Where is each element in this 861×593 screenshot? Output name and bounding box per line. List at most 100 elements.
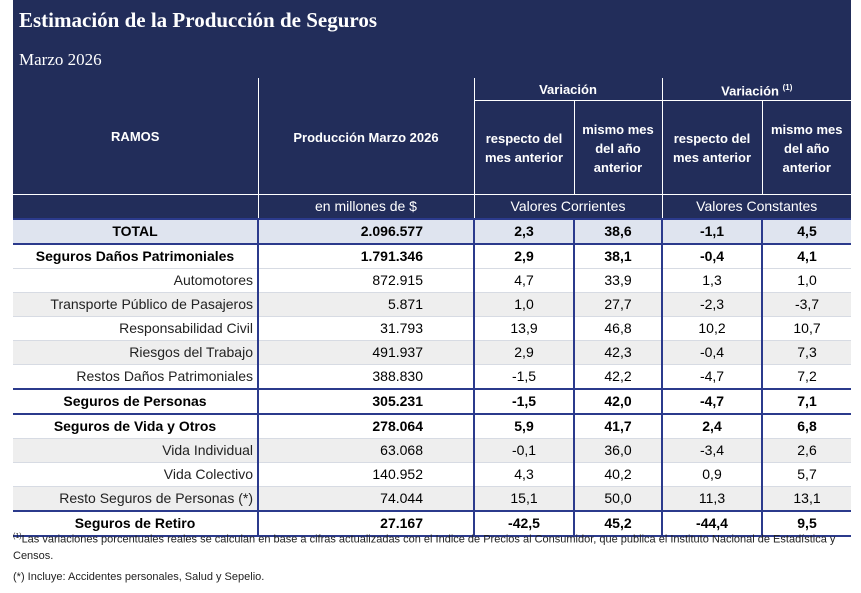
cell-produccion: 63.068 — [257, 438, 474, 463]
table-row: Transporte Público de Pasajeros 5.871 1,0 2… — [13, 292, 851, 317]
cell-var-anio: 33,9 — [573, 268, 662, 293]
cell-ramo: Automotores — [13, 268, 258, 293]
cell-cte-anio: 4,5 — [761, 217, 851, 245]
cell-produccion: 305.231 — [257, 387, 474, 415]
cell-produccion: 5.871 — [257, 292, 474, 317]
footnote-1: (1)Las variaciones porcentuales reales s… — [13, 533, 836, 562]
table-body: TOTAL 2.096.577 2,3 38,6 -1,1 4,5 Seguros Daño… — [13, 217, 851, 537]
cell-var-mes: 2,9 — [473, 340, 574, 365]
header-valores-constantes: Valores Constantes — [661, 194, 851, 219]
cell-produccion: 31.793 — [257, 316, 474, 341]
cell-cte-mes: -3,4 — [661, 438, 762, 463]
table-row: Seguros de Retiro 27.167 -42,5 45,2 -44,4 9,5 — [13, 509, 851, 537]
cell-var-mes: 15,1 — [473, 486, 574, 512]
cell-ramo: Vida Individual — [13, 438, 258, 463]
header-ramos-blank — [13, 194, 258, 219]
header-corr-mes-anterior: respecto del mes anterior — [473, 100, 574, 195]
header-variacion-corrientes: Variación — [473, 78, 662, 102]
table-row: Restos Daños Patrimoniales 388.830 -1,5 42,… — [13, 364, 851, 390]
cell-var-mes: 4,7 — [473, 268, 574, 293]
cell-var-mes: -0,1 — [473, 438, 574, 463]
cell-produccion: 140.952 — [257, 462, 474, 487]
cell-cte-mes: -4,7 — [661, 364, 762, 390]
header-produccion: Producción Marzo 2026 — [257, 78, 474, 195]
cell-cte-anio: 10,7 — [761, 316, 851, 341]
cell-cte-anio: 9,5 — [761, 509, 851, 537]
cell-cte-mes: 0,9 — [661, 462, 762, 487]
header-ramos: RAMOS — [13, 78, 258, 195]
cell-var-anio: 41,7 — [573, 412, 662, 439]
cell-var-anio: 36,0 — [573, 438, 662, 463]
cell-cte-anio: 4,1 — [761, 242, 851, 269]
cell-cte-mes: 11,3 — [661, 486, 762, 512]
cell-var-mes: 5,9 — [473, 412, 574, 439]
cell-var-mes: -1,5 — [473, 364, 574, 390]
cell-cte-anio: 6,8 — [761, 412, 851, 439]
cell-cte-anio: 1,0 — [761, 268, 851, 293]
header-corr-mismo-mes: mismo mes del año anterior — [573, 100, 662, 195]
cell-produccion: 491.937 — [257, 340, 474, 365]
cell-ramo: Responsabilidad Civil — [13, 316, 258, 341]
cell-var-anio: 46,8 — [573, 316, 662, 341]
table-row: Seguros Daños Patrimoniales 1.791.346 2,9 3… — [13, 242, 851, 269]
cell-var-mes: 2,9 — [473, 242, 574, 269]
cell-var-anio: 42,0 — [573, 387, 662, 415]
cell-var-anio: 27,7 — [573, 292, 662, 317]
footnote-2: (*) Incluye: Accidentes personales, Salu… — [13, 570, 265, 583]
cell-var-mes: -42,5 — [473, 509, 574, 537]
cell-var-anio: 40,2 — [573, 462, 662, 487]
cell-cte-mes: -44,4 — [661, 509, 762, 537]
cell-var-mes: 2,3 — [473, 217, 574, 245]
header-unit: en millones de $ — [257, 194, 474, 219]
header-variacion-constantes: Variación (1) — [661, 78, 851, 102]
cell-var-anio: 50,0 — [573, 486, 662, 512]
table-row: Vida Individual 63.068 -0,1 36,0 -3,4 2,6 — [13, 438, 851, 463]
cell-cte-anio: 13,1 — [761, 486, 851, 512]
production-table: RAMOS Producción Marzo 2026 Variación Va… — [13, 78, 851, 537]
cell-cte-mes: -4,7 — [661, 387, 762, 415]
cell-ramo: Resto Seguros de Personas (*) — [13, 486, 258, 512]
cell-ramo: Seguros de Retiro — [13, 509, 258, 537]
cell-var-anio: 38,1 — [573, 242, 662, 269]
page-subtitle: Marzo 2026 — [19, 50, 102, 69]
cell-ramo: Transporte Público de Pasajeros — [13, 292, 258, 317]
table-row: Riesgos del Trabajo 491.937 2,9 42,3 -0,4 7,3 — [13, 340, 851, 365]
cell-cte-anio: 7,1 — [761, 387, 851, 415]
cell-cte-anio: 5,7 — [761, 462, 851, 487]
cell-var-mes: 13,9 — [473, 316, 574, 341]
table-row: Resto Seguros de Personas (*) 74.044 15,1 5… — [13, 486, 851, 512]
cell-cte-mes: -1,1 — [661, 217, 762, 245]
cell-ramo: Seguros de Vida y Otros — [13, 412, 258, 439]
cell-cte-mes: -0,4 — [661, 242, 762, 269]
header-valores-corrientes: Valores Corrientes — [473, 194, 662, 219]
cell-produccion: 2.096.577 — [257, 217, 474, 245]
cell-ramo: Restos Daños Patrimoniales — [13, 364, 258, 390]
title-bar: Estimación de la Producción de Seguros M… — [13, 0, 851, 78]
cell-cte-mes: 2,4 — [661, 412, 762, 439]
cell-produccion: 278.064 — [257, 412, 474, 439]
cell-cte-anio: 2,6 — [761, 438, 851, 463]
cell-ramo: Seguros Daños Patrimoniales — [13, 242, 258, 269]
table-row: Automotores 872.915 4,7 33,9 1,3 1,0 — [13, 268, 851, 293]
cell-cte-mes: 1,3 — [661, 268, 762, 293]
cell-var-mes: 4,3 — [473, 462, 574, 487]
cell-var-anio: 45,2 — [573, 509, 662, 537]
table-row: Seguros de Vida y Otros 278.064 5,9 41,7 2,4… — [13, 412, 851, 439]
cell-var-mes: 1,0 — [473, 292, 574, 317]
cell-cte-mes: -2,3 — [661, 292, 762, 317]
cell-ramo: Seguros de Personas — [13, 387, 258, 415]
cell-produccion: 872.915 — [257, 268, 474, 293]
cell-cte-mes: 10,2 — [661, 316, 762, 341]
cell-var-anio: 42,2 — [573, 364, 662, 390]
cell-produccion: 27.167 — [257, 509, 474, 537]
cell-cte-anio: 7,2 — [761, 364, 851, 390]
cell-ramo: Vida Colectivo — [13, 462, 258, 487]
report-frame: Estimación de la Producción de Seguros M… — [13, 0, 851, 537]
page-title: Estimación de la Producción de Seguros — [19, 8, 377, 32]
header-cte-mes-anterior: respecto del mes anterior — [661, 100, 762, 195]
cell-ramo: Riesgos del Trabajo — [13, 340, 258, 365]
cell-cte-anio: -3,7 — [761, 292, 851, 317]
table-row: TOTAL 2.096.577 2,3 38,6 -1,1 4,5 — [13, 217, 851, 245]
cell-produccion: 388.830 — [257, 364, 474, 390]
footnote-mark: (1) — [782, 83, 793, 92]
